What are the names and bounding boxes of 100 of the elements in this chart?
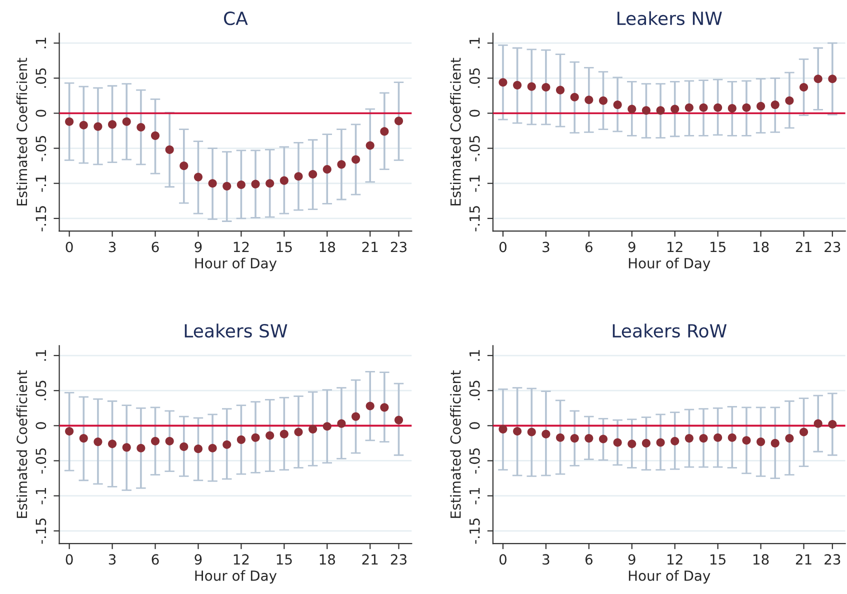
point [513,427,522,436]
point [542,430,550,438]
x-tick-label: 12 [668,242,682,252]
point [308,170,318,179]
point [828,74,837,84]
y-axis-title: Estimated Coefficient [450,58,461,206]
y-tick-label: .05 [469,68,480,88]
y-tick-label: .1 [470,38,480,48]
y-tick-label: -.1 [36,176,46,192]
y-tick-label: .1 [36,38,46,48]
point [670,104,680,114]
point [308,424,318,434]
point [684,103,694,112]
point [352,155,360,164]
y-tick-label: -.05 [36,448,46,474]
point [556,86,565,94]
point [656,438,665,447]
point [165,436,174,446]
point [642,106,650,115]
point [756,102,766,110]
x-tick-label: 21 [362,242,378,252]
x-tick-label: 23 [390,242,406,252]
point [136,122,146,132]
point [628,104,636,114]
point [770,438,780,448]
point [394,416,404,424]
x-tick-label: 3 [108,242,116,252]
point [122,117,131,126]
x-tick-label: 21 [796,242,812,252]
point [222,182,232,190]
y-tick-label: .05 [36,380,46,400]
y-tick-label: -.05 [469,136,480,162]
point [79,434,88,443]
chart-title: Leakers RoW [612,324,727,338]
y-tick-label: 0 [36,422,46,430]
point [814,74,822,84]
x-tick-label: 23 [390,554,406,565]
point [699,434,708,443]
x-tick-label: 3 [108,554,116,565]
x-tick-label: 18 [753,554,769,565]
point [742,436,751,445]
x-tick-label: 15 [710,554,726,565]
point [527,82,536,91]
point [165,145,174,154]
point [266,431,274,440]
point [352,412,360,421]
point [150,131,160,140]
x-axis-title: Hour of Day [628,258,710,272]
point [598,434,608,444]
point [799,428,808,436]
y-tick-label: -.1 [36,488,46,504]
point [108,440,117,448]
point [194,172,203,182]
point [628,440,636,448]
point [79,120,88,130]
point [814,419,822,428]
point [251,180,260,188]
point [208,444,217,452]
point [208,179,217,188]
point [136,444,146,452]
x-tick-label: 0 [499,242,506,252]
point [280,430,288,438]
x-tick-label: 23 [824,242,840,252]
x-tick-label: 9 [628,554,636,565]
point [584,434,594,443]
point [756,438,766,446]
point [294,428,303,436]
x-tick-label: 9 [194,554,202,565]
point [670,436,680,446]
y-tick-label: -.15 [470,518,480,544]
y-tick-label: -.1 [470,488,480,504]
y-tick-label: .05 [469,380,480,400]
y-tick-label: 0 [36,110,46,117]
chart-title: Leakers SW [184,324,288,338]
point [684,434,694,443]
x-tick-label: 12 [668,554,682,564]
point [380,127,389,136]
point [294,172,303,181]
y-tick-label: -.15 [36,518,46,544]
point [728,104,736,113]
x-tick-label: 6 [585,554,592,565]
x-tick-label: 0 [66,242,73,252]
point [65,117,74,126]
x-tick-label: 18 [753,242,769,252]
point [251,433,260,442]
point [180,442,188,451]
point [236,180,246,190]
point [785,434,794,443]
point [280,176,288,185]
point [828,420,837,429]
y-tick-label: -.15 [36,206,46,232]
x-tick-label: 15 [710,242,726,252]
y-tick-label: -.05 [36,136,46,162]
point [642,438,650,448]
x-tick-label: 9 [628,242,636,252]
y-axis-title: Estimated Coefficient [450,370,461,518]
point [714,433,722,442]
point [728,433,736,442]
point [180,162,188,170]
chart-title: Leakers NW [618,11,722,26]
